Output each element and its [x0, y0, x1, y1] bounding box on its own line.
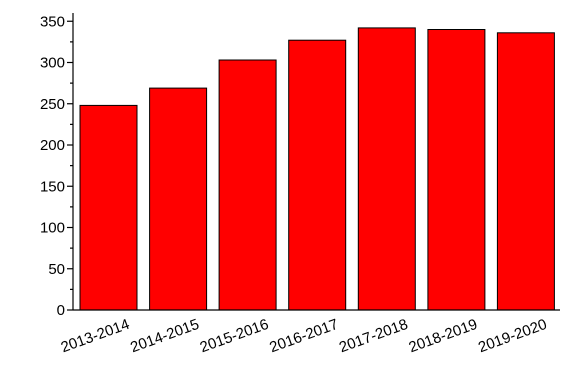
bar-2019-2020 [496, 32, 555, 311]
x-tick-label: 2019-2020 [476, 316, 549, 357]
bar-2017-2018 [357, 27, 416, 311]
y-tick-label: 50 [48, 261, 65, 278]
y-tick-label: 100 [40, 220, 65, 237]
y-tick-label: 300 [40, 55, 65, 72]
plot-area: 2013-20142014-20152015-20162016-20172017… [40, 13, 560, 356]
x-tick-label: 2018-2019 [407, 316, 480, 357]
y-tick-label: 150 [40, 178, 65, 195]
bar-2015-2016 [218, 59, 277, 311]
x-tick-label: 2013-2014 [59, 316, 132, 357]
y-tick-label: 200 [40, 137, 65, 154]
bar-2016-2017 [288, 39, 347, 311]
bar-2013-2014 [79, 104, 138, 311]
x-tick-label: 2014-2015 [128, 316, 201, 357]
x-tick-label: 2016-2017 [267, 316, 340, 357]
y-tick-label: 350 [40, 13, 65, 30]
x-tick-label: 2017-2018 [337, 316, 410, 357]
bar-2018-2019 [427, 29, 486, 311]
y-tick-label: 0 [57, 302, 65, 319]
x-tick-label: 2015-2016 [198, 316, 271, 357]
bar-2014-2015 [149, 87, 208, 311]
y-tick-label: 250 [40, 96, 65, 113]
